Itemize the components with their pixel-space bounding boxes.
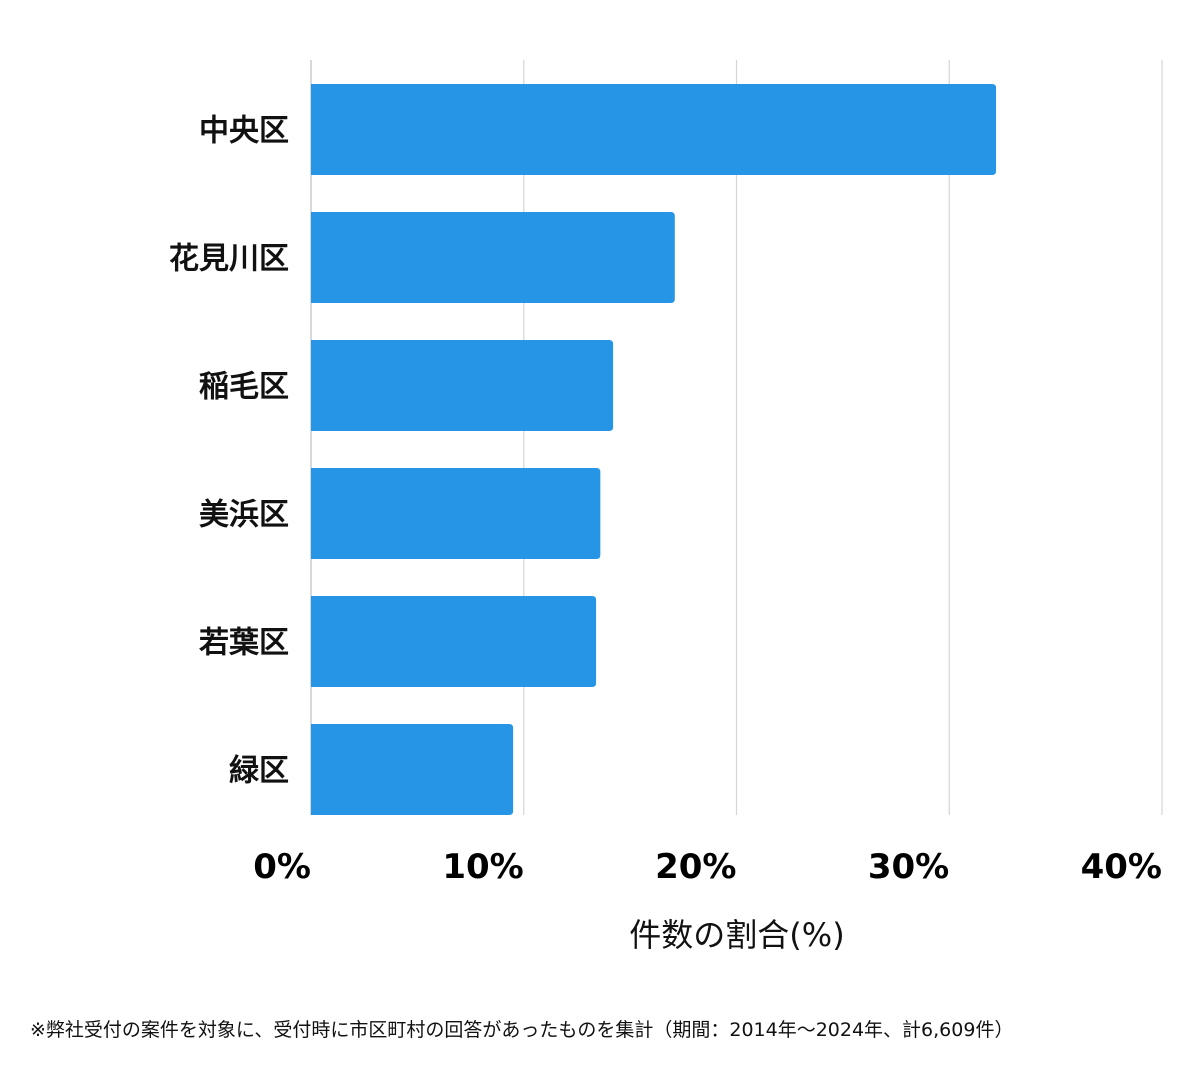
bar-6 xyxy=(311,724,514,815)
category-label: 中央区 xyxy=(199,114,289,149)
bars xyxy=(311,84,997,815)
bar-5 xyxy=(311,596,597,687)
x-tick-label: 30% xyxy=(868,847,949,887)
bar-2 xyxy=(311,212,675,303)
category-label: 稲毛区 xyxy=(199,370,289,405)
bar-3 xyxy=(311,340,614,431)
bar-1 xyxy=(311,84,997,175)
footnote: ※弊社受付の案件を対象に、受付時に市区町村の回答があったものを集計（期間：201… xyxy=(30,1019,1014,1041)
category-label: 美浜区 xyxy=(199,498,289,533)
category-label: 若葉区 xyxy=(199,626,289,661)
x-tick-label: 40% xyxy=(1081,847,1162,887)
x-tick-labels: 0% 10% 20% 30% 40% xyxy=(253,847,1162,887)
x-axis-title: 件数の割合(%) xyxy=(629,916,844,954)
grid-lines xyxy=(310,60,1163,815)
x-tick-label: 20% xyxy=(655,847,736,887)
x-tick-label: 0% xyxy=(253,847,311,887)
category-label: 花見川区 xyxy=(169,242,289,277)
x-tick-label: 10% xyxy=(442,847,523,887)
bar-4 xyxy=(311,468,601,559)
category-label: 緑区 xyxy=(229,754,289,789)
